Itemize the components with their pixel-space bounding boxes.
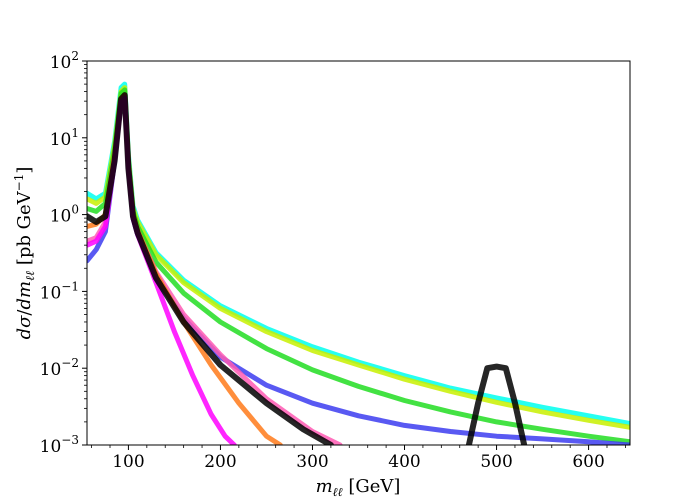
x-axis-label: mℓℓ [GeV] [316,476,401,499]
series-layer [87,81,630,445]
y-tick-label: 102 [50,49,79,73]
x-tick-label: 400 [388,452,420,472]
plot-frame [86,60,631,446]
y-tick-label: 10−2 [40,356,79,380]
y-tick-label: 100 [50,203,79,227]
series-line-7 [87,92,334,445]
y-axis-label: dσ/dmℓℓ [pb GeV−1] [12,167,37,340]
y-tick-label: 101 [50,126,79,150]
x-tick-label: 100 [112,452,144,472]
x-tick-label: 300 [296,452,328,472]
x-axis: 100 200 300 400 500 600 [91,445,626,472]
x-tick-label: 500 [480,452,512,472]
y-axis: 10−3 10−2 10−1 100 101 102 [40,49,87,457]
y-tick-label: 10−1 [40,279,79,303]
y-tick-label: 10−3 [40,433,79,457]
x-tick-label: 600 [572,452,604,472]
series-line-8 [465,363,528,445]
x-tick-label: 200 [204,452,236,472]
